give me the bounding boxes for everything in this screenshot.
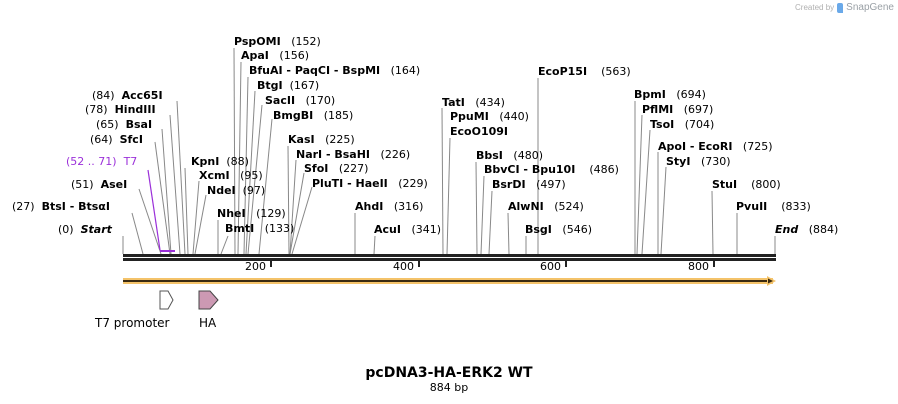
- ruler-tick-200: 200: [245, 260, 266, 273]
- backbone-bottom-strand: [123, 258, 776, 261]
- site-label-nari[interactable]: NarI - BsaHI (226): [296, 148, 411, 161]
- site-label-end[interactable]: End (884): [775, 223, 839, 236]
- site-label-apai[interactable]: ApaI (156): [241, 49, 309, 62]
- site-label-ecoo109i[interactable]: EcoO109I: [450, 125, 508, 138]
- site-label-hindiii[interactable]: (78) HindIII: [85, 103, 156, 116]
- site-label-pflmi[interactable]: PflMI (697): [642, 103, 714, 116]
- credit-prefix: Created by: [795, 3, 835, 12]
- t7-promoter-arrow-icon[interactable]: [159, 290, 174, 310]
- site-label-btsi[interactable]: (27) BtsI - BtsαI: [12, 200, 110, 213]
- site-label-sfoi[interactable]: SfoI (227): [304, 162, 369, 175]
- site-label-bmti[interactable]: BmtI (133): [225, 222, 295, 235]
- site-label-ppumi[interactable]: PpuMI (440): [450, 110, 529, 123]
- site-label-pspomi[interactable]: PspOMI (152): [234, 35, 321, 48]
- site-label-kasi[interactable]: KasI (225): [288, 133, 355, 146]
- feature-label-ha[interactable]: HA: [199, 316, 217, 330]
- site-label-pluti[interactable]: PluTI - HaeII (229): [312, 177, 428, 190]
- site-label-acc65i[interactable]: (84) Acc65I: [92, 89, 163, 102]
- site-label-ahdi[interactable]: AhdI (316): [355, 200, 424, 213]
- orf-arrow[interactable]: [123, 276, 776, 286]
- site-label-start[interactable]: (0) Start: [58, 223, 112, 236]
- site-label-apoi[interactable]: ApoI - EcoRI (725): [658, 140, 773, 153]
- map-title: pcDNA3-HA-ERK2 WT: [365, 365, 533, 381]
- site-label-bsrdi[interactable]: BsrDI (497): [492, 178, 566, 191]
- snapgene-credit: Created by SnapGene: [795, 2, 894, 13]
- t7-primer-connector: [147, 169, 161, 251]
- ruler-ticks: [270, 261, 715, 267]
- ha-feature-arrow-icon[interactable]: [198, 290, 219, 310]
- sequence-length: 884 bp: [429, 381, 469, 394]
- site-label-ecop15i[interactable]: EcoP15I (563): [538, 65, 631, 78]
- site-label-bfuai[interactable]: BfuAI - PaqCI - BspMI (164): [249, 64, 421, 77]
- site-label-asei[interactable]: (51) AseI: [71, 178, 128, 191]
- site-label-bbsi[interactable]: BbsI (480): [476, 149, 543, 162]
- site-label-alwni[interactable]: AlwNI (524): [508, 200, 584, 213]
- site-label-styi[interactable]: StyI (730): [666, 155, 731, 168]
- site-label-tati[interactable]: TatI (434): [442, 96, 505, 109]
- site-label-ndei[interactable]: NdeI (97): [207, 184, 266, 197]
- site-label-pvuii[interactable]: PvuII (833): [736, 200, 811, 213]
- ruler-tick-800: 800: [688, 260, 709, 273]
- site-label-sfci[interactable]: (64) SfcI: [90, 133, 143, 146]
- ruler-tick-400: 400: [393, 260, 414, 273]
- site-label-sacii[interactable]: SacII (170): [265, 94, 336, 107]
- site-label-kpni[interactable]: KpnI (88): [191, 155, 249, 168]
- site-label-xcmi[interactable]: XcmI (95): [199, 169, 263, 182]
- site-label-acui[interactable]: AcuI (341): [374, 223, 442, 236]
- feature-label-t7-promoter[interactable]: T7 promoter: [95, 316, 170, 330]
- backbone-top-strand: [123, 254, 776, 257]
- ruler-tick-600: 600: [540, 260, 561, 273]
- credit-brand: SnapGene: [846, 2, 894, 13]
- site-label-stui[interactable]: StuI (800): [712, 178, 781, 191]
- site-label-bpmi[interactable]: BpmI (694): [634, 88, 706, 101]
- site-label-bbvci[interactable]: BbvCI - Bpu10I (486): [484, 163, 619, 176]
- site-label-tsoi[interactable]: TsoI (704): [650, 118, 715, 131]
- site-label-bsai[interactable]: (65) BsaI: [96, 118, 153, 131]
- site-connectors: [122, 47, 776, 255]
- snapgene-logo-icon: [837, 2, 844, 13]
- site-label-bmgbi[interactable]: BmgBI (185): [273, 109, 354, 122]
- site-label-bsgi[interactable]: BsgI (546): [525, 223, 592, 236]
- site-label-btgi[interactable]: BtgI (167): [257, 79, 320, 92]
- primer-label-t7[interactable]: (52 .. 71) T7: [66, 155, 138, 168]
- site-label-nhei[interactable]: NheI (129): [217, 207, 286, 220]
